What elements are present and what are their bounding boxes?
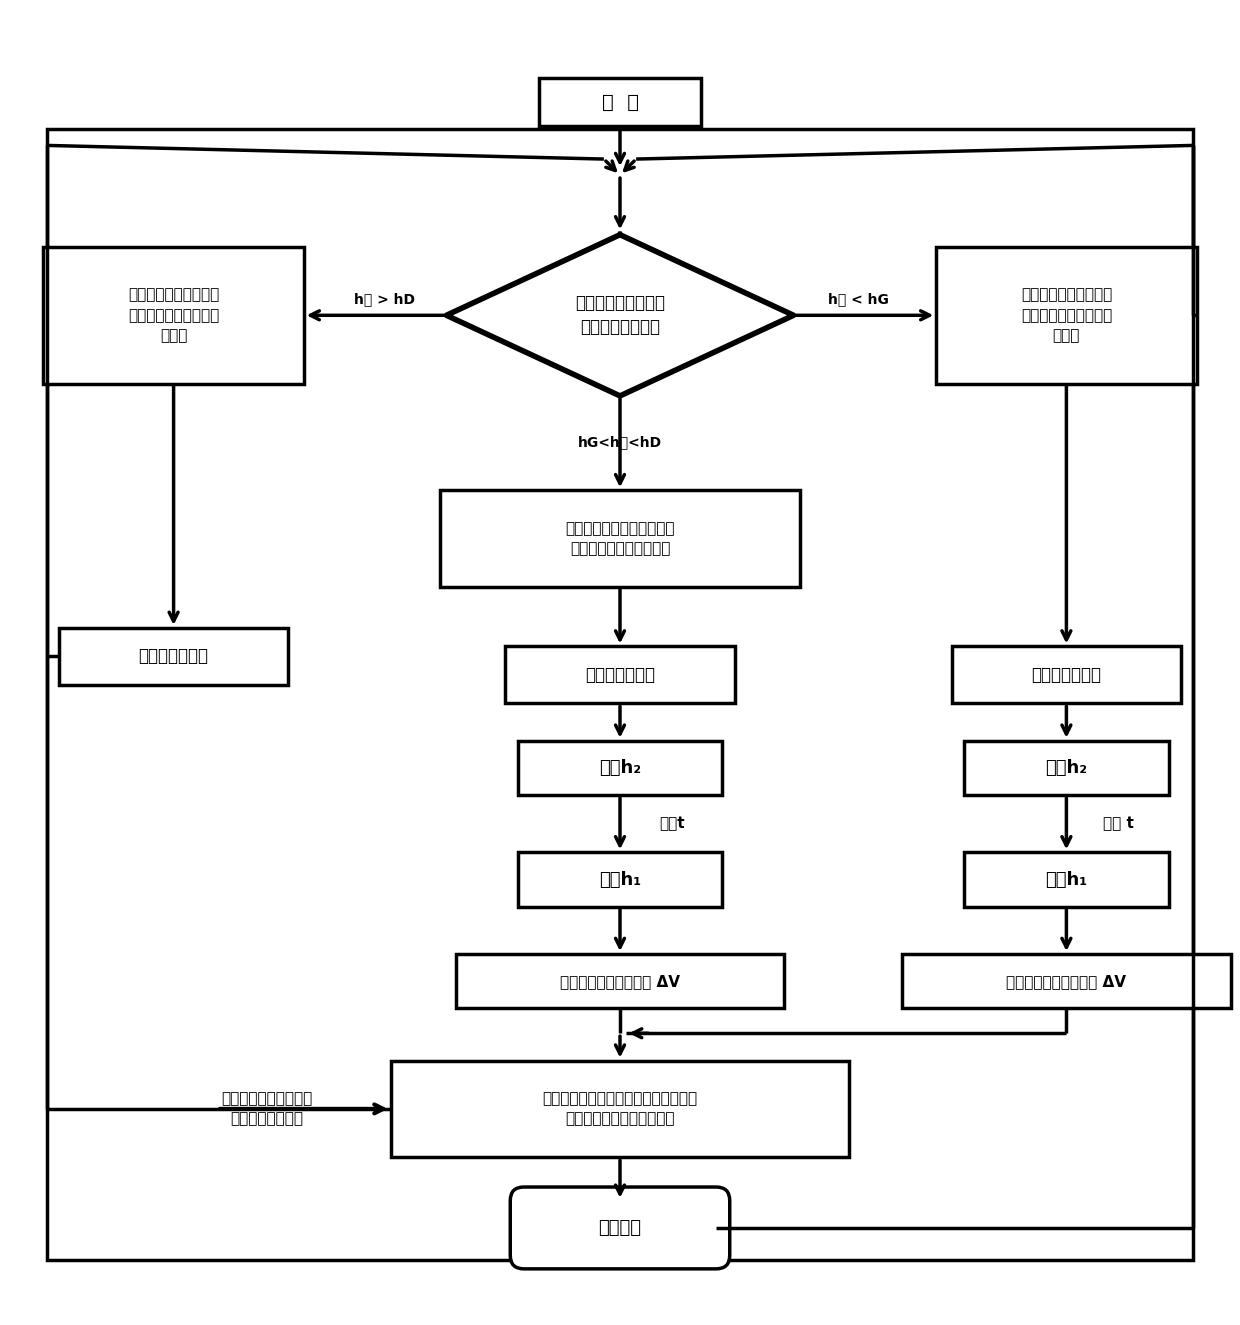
Text: 进油电磁阀门开启，出
油电磁阀门开启，石油
泵开启: 进油电磁阀门开启，出 油电磁阀门开启，石油 泵开启: [1021, 288, 1112, 343]
Text: 记录h₁: 记录h₁: [599, 871, 641, 889]
Text: 记录h₁: 记录h₁: [1045, 871, 1087, 889]
FancyBboxPatch shape: [391, 1060, 849, 1157]
FancyBboxPatch shape: [43, 246, 304, 383]
Text: 记录h₂: 记录h₂: [599, 759, 641, 776]
FancyBboxPatch shape: [903, 954, 1230, 1008]
Polygon shape: [446, 235, 794, 396]
FancyBboxPatch shape: [965, 741, 1168, 795]
Text: 延时 t: 延时 t: [1104, 816, 1133, 831]
FancyBboxPatch shape: [440, 490, 800, 587]
FancyBboxPatch shape: [517, 741, 722, 795]
Text: 开  始: 开 始: [601, 93, 639, 111]
Text: 利用公式计算出进油量 ΔV: 利用公式计算出进油量 ΔV: [1007, 974, 1126, 988]
Text: 进入测量模式三: 进入测量模式三: [1032, 666, 1101, 684]
Text: 利用公式计算出单位设定时间内纯石油
（不含水）的进油质量流量: 利用公式计算出单位设定时间内纯石油 （不含水）的进油质量流量: [542, 1092, 698, 1126]
FancyBboxPatch shape: [60, 628, 288, 685]
Text: 输出结果: 输出结果: [599, 1219, 641, 1238]
Text: 延时t: 延时t: [660, 816, 684, 831]
FancyBboxPatch shape: [952, 647, 1180, 704]
FancyBboxPatch shape: [965, 852, 1168, 906]
Text: 利用公式计算出进油量 ΔV: 利用公式计算出进油量 ΔV: [560, 974, 680, 988]
FancyBboxPatch shape: [506, 647, 734, 704]
Text: 进入测量模式一: 进入测量模式一: [585, 666, 655, 684]
Text: 石油样品的含水率: 石油样品的含水率: [231, 1112, 303, 1126]
Text: h液 > hD: h液 > hD: [353, 293, 415, 306]
FancyBboxPatch shape: [456, 954, 785, 1008]
Text: 含水率测试仪实时测量: 含水率测试仪实时测量: [221, 1092, 312, 1106]
FancyBboxPatch shape: [539, 78, 701, 126]
Text: 进油电磁阀门开启，出油电
磁阀门开启，石油泵关闭: 进油电磁阀门开启，出油电 磁阀门开启，石油泵关闭: [565, 521, 675, 556]
FancyBboxPatch shape: [936, 246, 1197, 383]
Text: 进油电磁阀门开启，出
油电磁阀门关闭，石油
泵关闭: 进油电磁阀门开启，出 油电磁阀门关闭，石油 泵关闭: [128, 288, 219, 343]
Text: 进入测量模式二: 进入测量模式二: [139, 648, 208, 665]
FancyBboxPatch shape: [517, 852, 722, 906]
FancyBboxPatch shape: [511, 1187, 729, 1269]
Text: h液 < hG: h液 < hG: [827, 293, 889, 306]
Text: 记录h₂: 记录h₂: [1045, 759, 1087, 776]
Text: 通过测距仪检测储油
样品罐内液面高度: 通过测距仪检测储油 样品罐内液面高度: [575, 294, 665, 337]
Text: hG<h液<hD: hG<h液<hD: [578, 435, 662, 449]
